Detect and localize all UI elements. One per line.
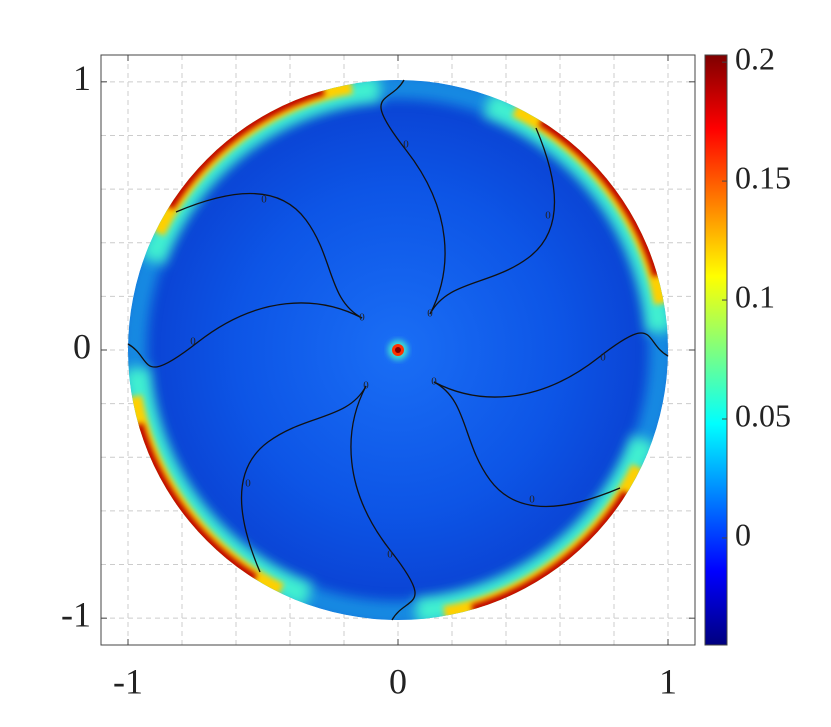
contour-arm bbox=[240, 385, 416, 621]
contour-arm bbox=[380, 79, 556, 315]
contour-label: 0 bbox=[431, 376, 437, 388]
contour-label: 0 bbox=[545, 210, 551, 222]
colorbar-tick-label: 0.1 bbox=[735, 278, 775, 314]
field-edge bbox=[128, 80, 668, 620]
contour-label: 0 bbox=[261, 194, 267, 206]
colorbar-tick-label: 0.15 bbox=[735, 159, 791, 195]
contour-label: 0 bbox=[600, 352, 606, 364]
contour-line bbox=[127, 302, 363, 368]
contour-arm bbox=[127, 192, 363, 368]
field-center bbox=[395, 347, 401, 353]
contour-line bbox=[240, 385, 367, 573]
contour-label: 0 bbox=[387, 549, 393, 561]
contour-line bbox=[433, 381, 621, 508]
colorbar-tick-label: 0.05 bbox=[735, 397, 791, 433]
contour-label: 0 bbox=[403, 139, 409, 151]
contour-line bbox=[175, 192, 363, 319]
colorbar-tick-label: 0 bbox=[735, 516, 751, 552]
contour-line bbox=[429, 127, 556, 315]
contour-label: 0 bbox=[363, 380, 369, 392]
contour-arm bbox=[433, 332, 669, 508]
colorbar bbox=[704, 54, 728, 646]
field-hot bbox=[538, 116, 663, 277]
x-tick-label: 0 bbox=[389, 661, 407, 701]
contour-label: 0 bbox=[190, 336, 196, 348]
contour-line bbox=[380, 79, 446, 315]
contour-label: 0 bbox=[427, 308, 433, 320]
x-tick-label: -1 bbox=[113, 661, 143, 701]
field-hot bbox=[471, 490, 632, 615]
field-hot bbox=[164, 85, 325, 210]
x-tick-label: 1 bbox=[659, 661, 677, 701]
contour-label: 0 bbox=[359, 312, 365, 324]
contour-label: 0 bbox=[529, 494, 535, 506]
y-tick-label: 0 bbox=[73, 326, 91, 366]
contour-line bbox=[350, 385, 416, 621]
contour-line bbox=[433, 332, 669, 398]
y-tick-label: 1 bbox=[73, 58, 91, 98]
y-tick-label: -1 bbox=[61, 594, 91, 634]
colorbar-tick-label: 0.2 bbox=[735, 40, 775, 76]
contour-label: 0 bbox=[245, 478, 251, 490]
field-hot bbox=[133, 423, 258, 584]
